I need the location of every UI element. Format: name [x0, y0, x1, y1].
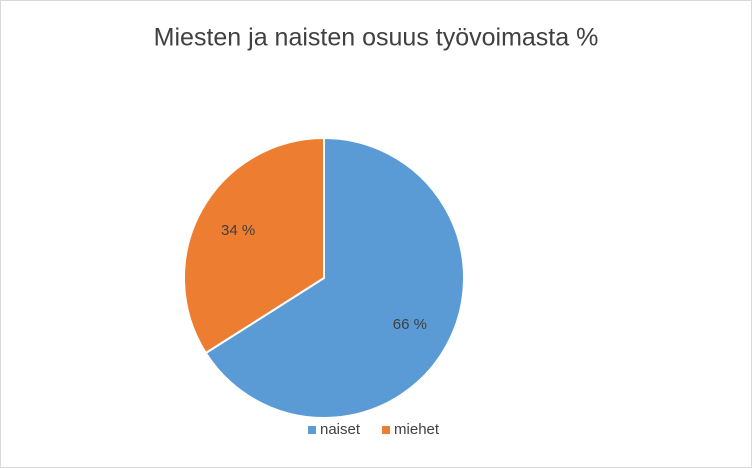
pie-slice	[183, 136, 325, 355]
legend-swatch	[382, 426, 391, 434]
legend-label: miehet	[394, 421, 440, 438]
legend-label: naiset	[320, 421, 361, 438]
pie-slice	[204, 136, 465, 419]
data-label: 34 %	[221, 222, 255, 239]
legend-swatch	[308, 426, 316, 434]
data-label: 66 %	[393, 316, 427, 333]
chart-title: Miesten ja naisten osuus työvoimasta %	[154, 24, 599, 52]
